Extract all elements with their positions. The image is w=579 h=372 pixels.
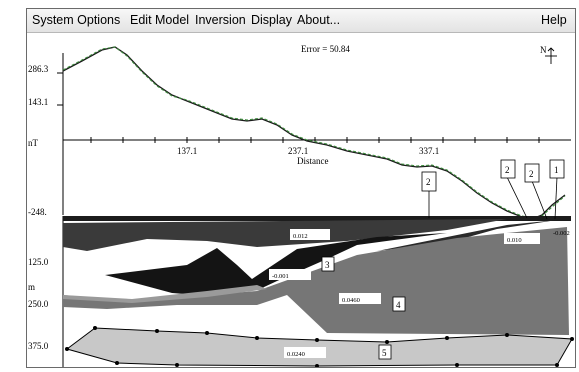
body-5-vertices — [65, 326, 574, 367]
svg-text:0.0460: 0.0460 — [342, 297, 360, 304]
value-box-010[interactable]: 0.010 — [504, 233, 540, 244]
x-axis-label: Distance — [297, 156, 329, 166]
calculated-profile-curve — [62, 46, 566, 219]
value-box-0240[interactable]: 0.0240 — [284, 347, 326, 358]
svg-text:0.0240: 0.0240 — [287, 351, 305, 358]
svg-text:3: 3 — [325, 260, 330, 270]
svg-text:2: 2 — [505, 165, 510, 175]
body-number-2-right-a[interactable]: 2 — [500, 159, 516, 179]
app-window: System Options Edit Model Inversion Disp… — [26, 8, 576, 368]
depth-unit: m — [28, 282, 35, 292]
label-leader-lines — [428, 176, 558, 220]
menu-bar: System Options Edit Model Inversion Disp… — [27, 9, 575, 33]
value-box-0460[interactable]: 0.0460 — [339, 293, 381, 304]
svg-text:0.012: 0.012 — [293, 233, 308, 240]
body-number-2-center[interactable]: 2 — [421, 171, 437, 192]
x-tick-337: 337.1 — [419, 146, 439, 156]
svg-text:5: 5 — [382, 348, 387, 358]
y-tick-143: 143.1 — [28, 97, 48, 107]
menu-about[interactable]: About... — [297, 13, 341, 27]
thin-layer-polygon — [63, 285, 267, 303]
svg-text:1: 1 — [554, 165, 559, 175]
menu-help[interactable]: Help — [541, 13, 567, 27]
menu-inversion[interactable]: Inversion — [195, 13, 246, 27]
body-number-3[interactable]: 3 — [321, 256, 335, 272]
x-tick-137: 137.1 — [177, 146, 197, 156]
value-label-neg002: -0.002 — [553, 230, 570, 237]
body-2b-polygon[interactable] — [377, 220, 557, 251]
svg-text:2: 2 — [426, 177, 431, 187]
body-4-polygon[interactable] — [63, 227, 569, 335]
body-3-polygon[interactable] — [105, 233, 447, 295]
body-number-4[interactable]: 4 — [392, 296, 406, 312]
y-tick-neg248: -248. — [28, 207, 47, 217]
body-number-1[interactable]: 1 — [549, 159, 565, 179]
svg-text:2: 2 — [529, 169, 534, 179]
depth-tick-125: 125.0 — [28, 257, 49, 267]
y-axis-unit: nT — [28, 138, 39, 148]
menu-display[interactable]: Display — [251, 13, 292, 27]
north-arrow-icon: N — [540, 45, 557, 64]
menu-edit-model[interactable]: Edit Model — [130, 13, 190, 27]
svg-text:N: N — [540, 45, 547, 55]
body-number-2-right-b[interactable]: 2 — [524, 163, 540, 183]
value-box-neg001[interactable]: -0.001 — [269, 269, 311, 280]
body-2-polygon[interactable] — [63, 219, 507, 251]
menu-system-options[interactable]: System Options — [32, 13, 121, 27]
observed-profile-curve — [62, 46, 566, 220]
model-plot[interactable]: Error = 50.84 N 286.3 143.1 nT -248. 1 3 — [27, 33, 575, 367]
depth-tick-250: 250.0 — [28, 299, 49, 309]
value-box-012[interactable]: 0.012 — [290, 229, 330, 240]
depth-tick-375: 375.0 — [28, 341, 49, 351]
x-tick-237: 237.1 — [288, 146, 308, 156]
svg-text:4: 4 — [396, 300, 401, 310]
svg-text:0.010: 0.010 — [507, 237, 522, 244]
body-number-5[interactable]: 5 — [378, 344, 392, 360]
y-tick-286: 286.3 — [28, 64, 49, 74]
svg-text:-0.001: -0.001 — [272, 273, 289, 280]
error-label: Error = 50.84 — [301, 44, 350, 54]
